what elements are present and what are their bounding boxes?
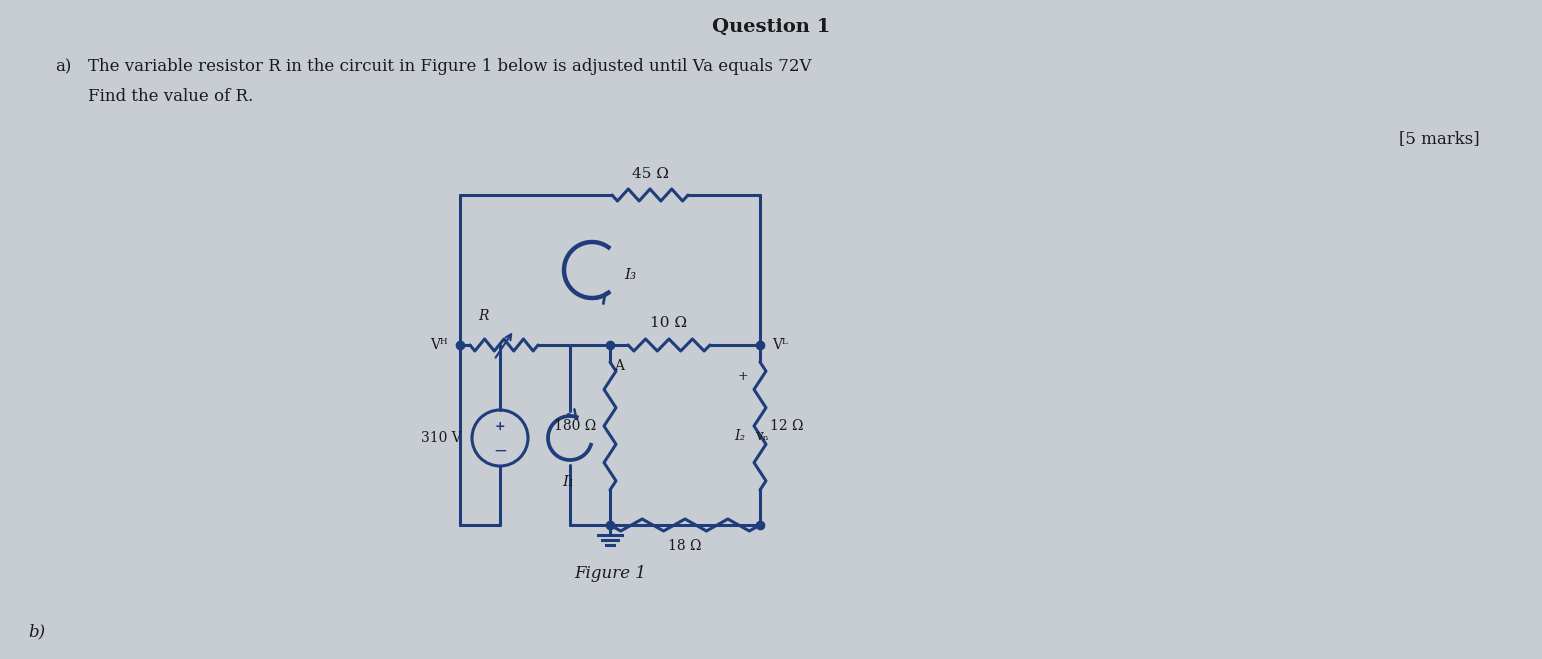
Text: 18 Ω: 18 Ω: [668, 539, 702, 553]
Text: b): b): [28, 623, 45, 640]
Text: 10 Ω: 10 Ω: [651, 316, 688, 330]
Text: 310 V: 310 V: [421, 431, 463, 445]
Text: +: +: [737, 370, 748, 383]
Text: 45 Ω: 45 Ω: [632, 167, 668, 181]
Text: A: A: [614, 359, 625, 373]
Text: +: +: [495, 420, 506, 432]
Text: 180 Ω: 180 Ω: [554, 419, 597, 433]
Text: I₂: I₂: [734, 429, 745, 443]
Text: Vᴴ: Vᴴ: [430, 338, 449, 352]
Text: Figure 1: Figure 1: [574, 565, 646, 582]
Text: I₁: I₁: [561, 475, 574, 489]
Text: −: −: [493, 442, 507, 460]
Text: I₃: I₃: [625, 268, 637, 282]
Text: Find the value of R.: Find the value of R.: [88, 88, 253, 105]
Text: The variable resistor R in the circuit in Figure 1 below is adjusted until Va eq: The variable resistor R in the circuit i…: [88, 58, 811, 75]
Text: Vᴸ: Vᴸ: [773, 338, 788, 352]
Text: [5 marks]: [5 marks]: [1400, 130, 1480, 147]
Text: R: R: [478, 309, 489, 323]
Text: 12 Ω: 12 Ω: [769, 419, 803, 433]
Text: a): a): [56, 58, 71, 75]
Text: vₙ: vₙ: [756, 429, 769, 443]
Text: Question 1: Question 1: [712, 18, 830, 36]
